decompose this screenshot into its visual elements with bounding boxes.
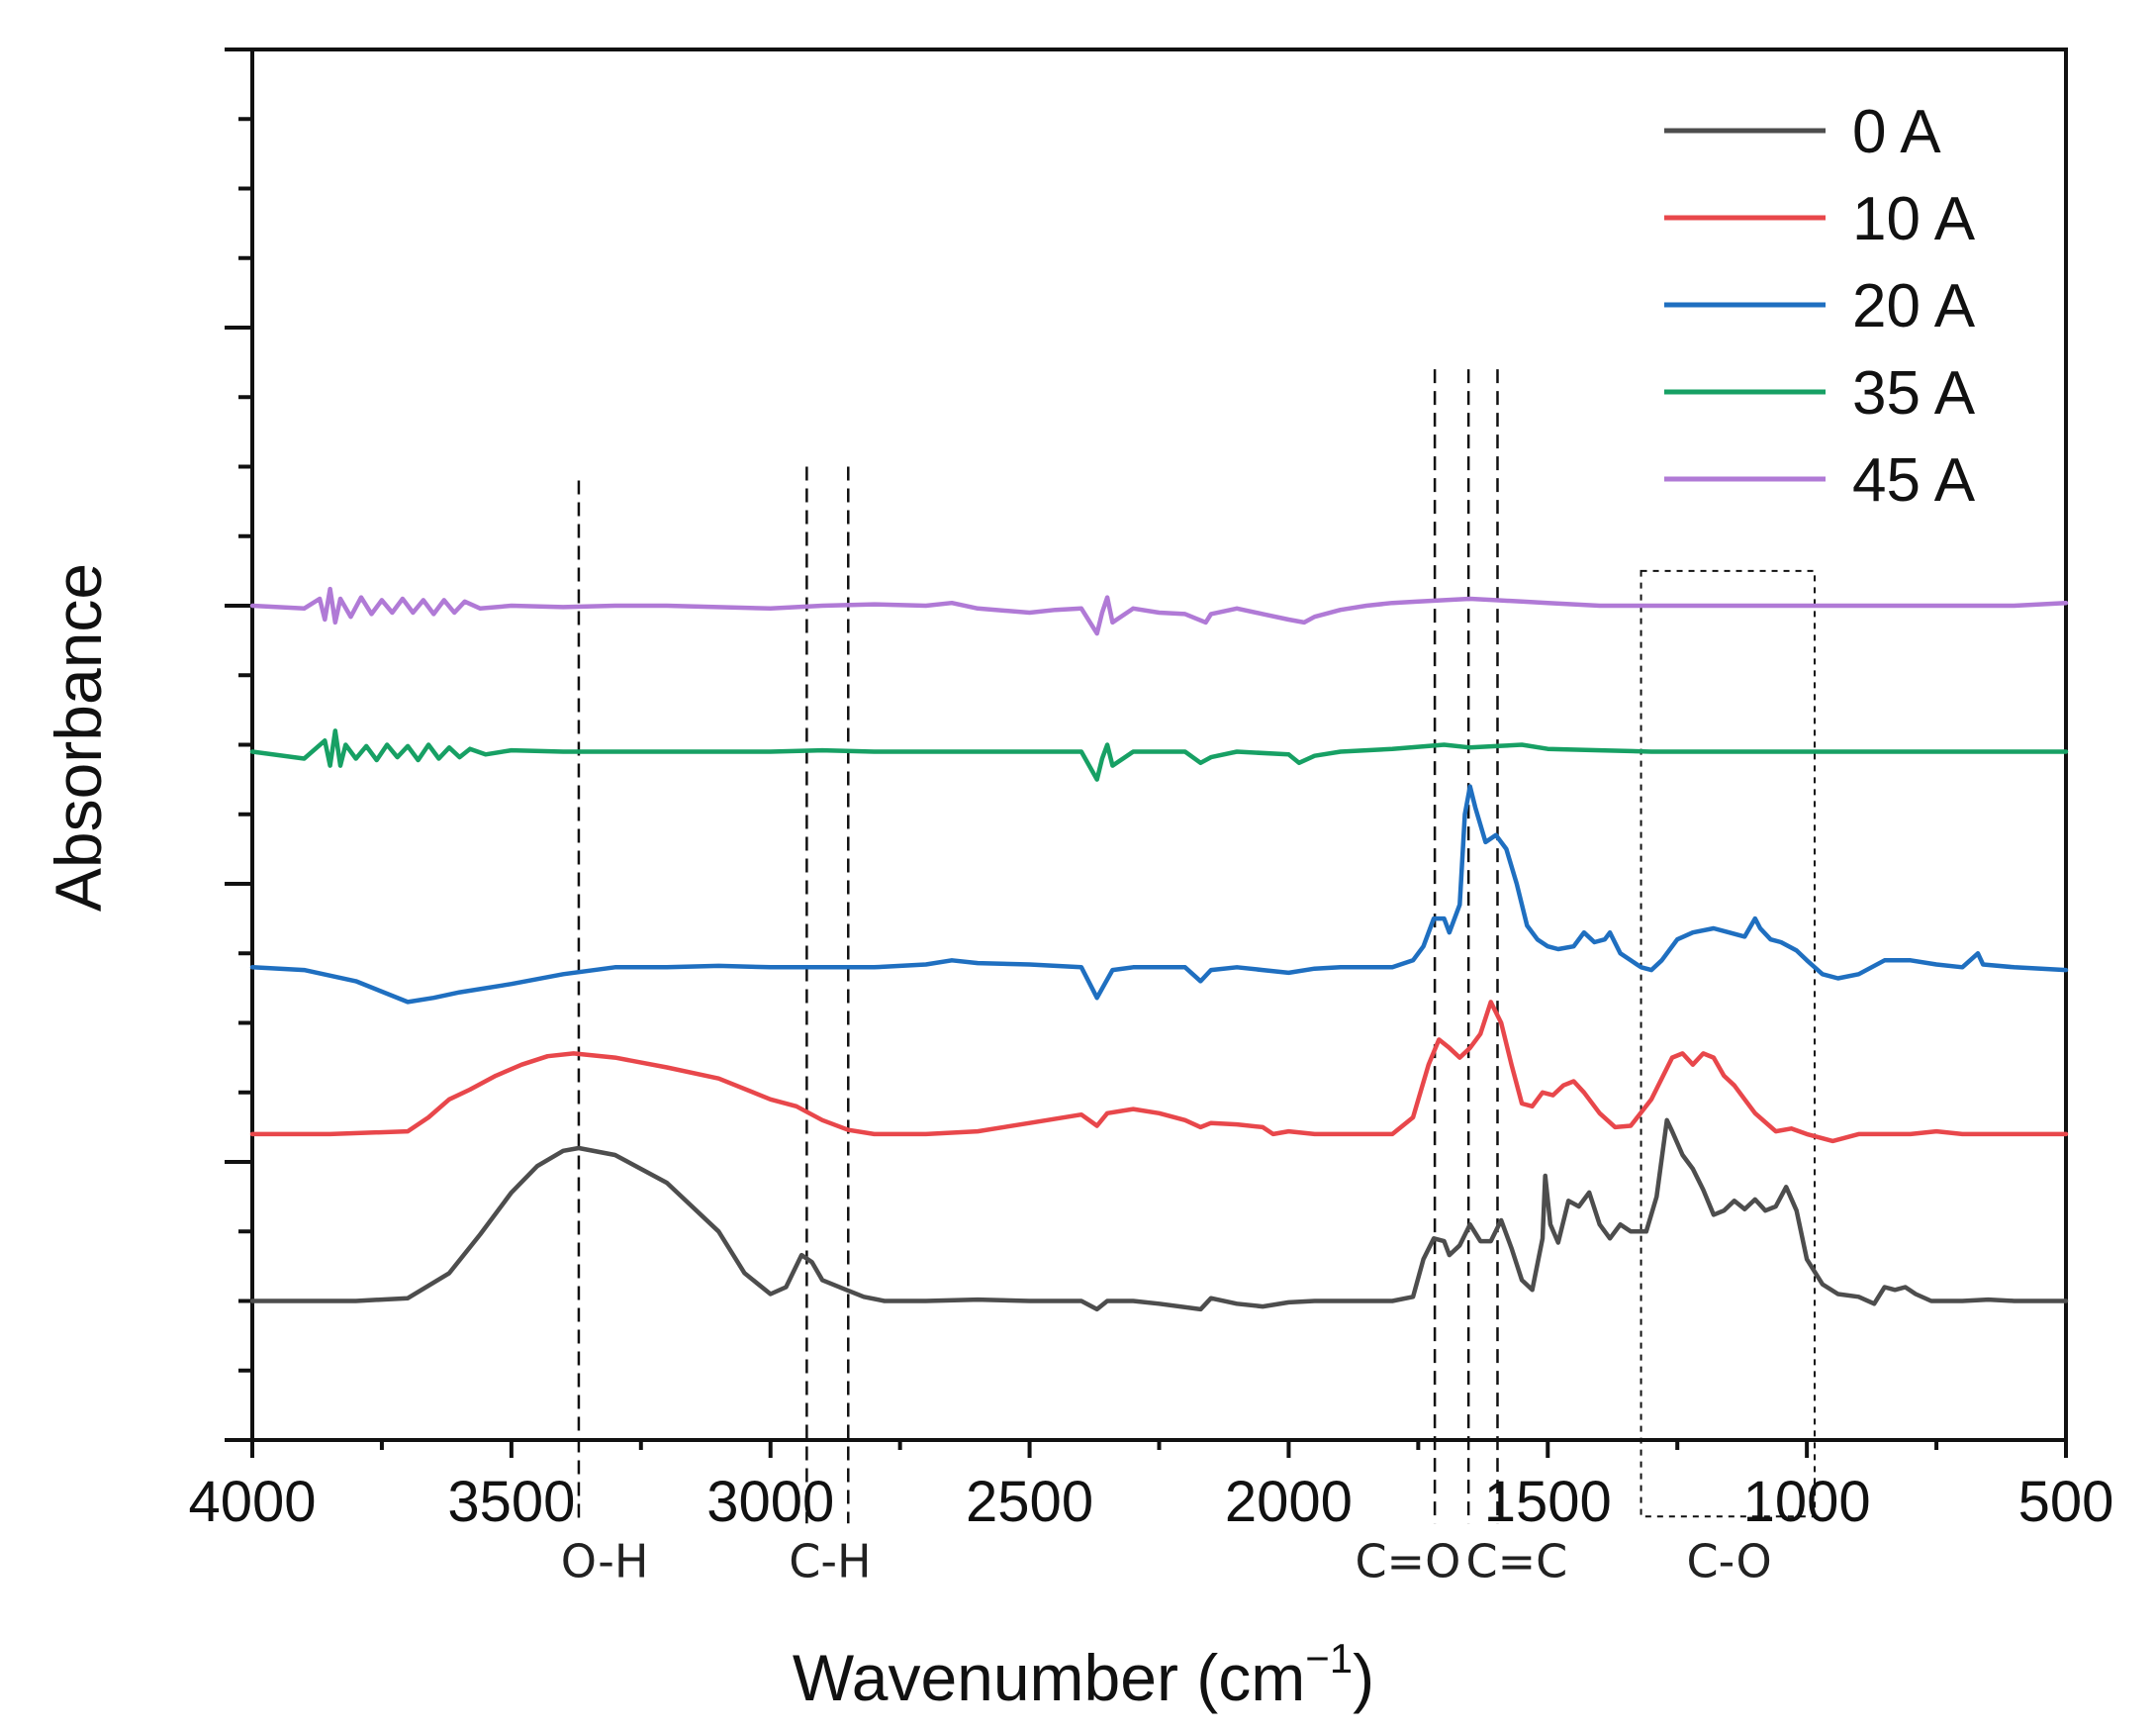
x-axis-title: Wavenumber (cm−1) bbox=[793, 1635, 1374, 1714]
series-group bbox=[249, 586, 2069, 1312]
series-line-20-a bbox=[249, 784, 2069, 1005]
legend-label: 10 A bbox=[1852, 185, 1976, 253]
x-tick-label: 4000 bbox=[188, 1470, 316, 1534]
x-tick-label: 2500 bbox=[966, 1470, 1093, 1534]
x-tick-label: 1500 bbox=[1484, 1470, 1612, 1534]
x-axis-title-close: ) bbox=[1353, 1641, 1374, 1714]
x-axis-title-main: Wavenumber (cm bbox=[793, 1641, 1305, 1714]
x-tick-label: 1000 bbox=[1743, 1470, 1871, 1534]
series-line-10-a bbox=[249, 1000, 2069, 1144]
legend: 0 A 10 A 20 A 35 A 45 A bbox=[1664, 98, 1976, 515]
x-tick-label: 2000 bbox=[1225, 1470, 1353, 1534]
x-axis-title-sup: −1 bbox=[1305, 1635, 1353, 1682]
legend-label: 45 A bbox=[1852, 446, 1976, 515]
annotation-label: C=O bbox=[1355, 1534, 1460, 1587]
legend-label: 0 A bbox=[1852, 98, 1941, 166]
x-tick-label: 500 bbox=[2018, 1470, 2114, 1534]
axes: 4000 3500 3000 2500 2000 1500 1000 500 bbox=[188, 48, 2114, 1534]
annotation-label: O-H bbox=[561, 1534, 649, 1587]
x-tick-label: 3500 bbox=[447, 1470, 575, 1534]
c-o-region-box bbox=[1640, 569, 1816, 1518]
series-line-35-a bbox=[249, 728, 2069, 782]
y-axis-title: Absorbance bbox=[42, 563, 115, 912]
annotation-label: C-O bbox=[1686, 1534, 1771, 1587]
reference-lines bbox=[577, 369, 1816, 1524]
annotations: O-H C-H C=O C=C C-O bbox=[561, 1534, 1772, 1587]
legend-label: 35 A bbox=[1852, 359, 1976, 428]
annotation-label: C=C bbox=[1465, 1534, 1567, 1587]
plot-frame bbox=[250, 48, 2068, 1442]
x-tick-label: 3000 bbox=[706, 1470, 834, 1534]
series-line-45-a bbox=[249, 586, 2069, 636]
legend-label: 20 A bbox=[1852, 272, 1976, 340]
annotation-label: C-H bbox=[789, 1534, 871, 1587]
series-line-0-a bbox=[249, 1117, 2069, 1312]
